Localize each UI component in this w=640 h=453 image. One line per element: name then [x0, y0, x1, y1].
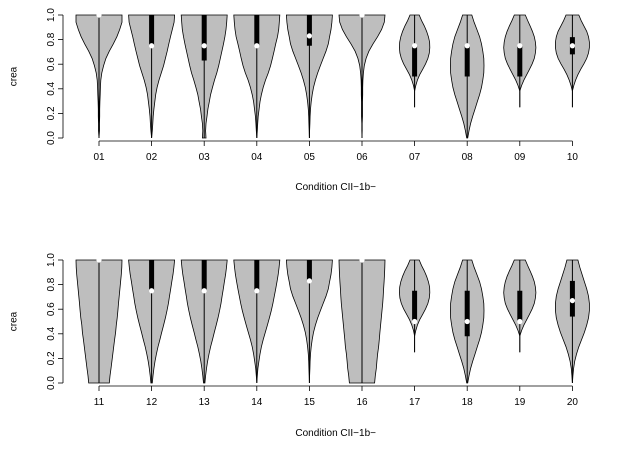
violin-median-dot [359, 257, 365, 263]
x-tick-label: 17 [409, 397, 421, 408]
violin-iqr-box [517, 45, 523, 77]
violin-iqr-box [464, 290, 470, 337]
y-tick-label: 0.0 [46, 376, 57, 390]
violin-median-dot [412, 318, 418, 325]
x-tick-label: 01 [93, 152, 105, 163]
violin-median-dot [201, 43, 207, 49]
violin-median-dot [412, 43, 418, 49]
violin-iqr-box [201, 15, 207, 61]
x-tick-label: 05 [304, 152, 316, 163]
y-tick-label: 0.6 [46, 302, 57, 316]
violin-median-dot [149, 288, 155, 294]
violin-median-dot [569, 297, 576, 304]
violin-median-dot [569, 43, 576, 49]
violin-iqr-box [412, 45, 418, 77]
x-tick-label: 08 [462, 152, 474, 163]
y-tick-label: 0.2 [46, 106, 57, 120]
y-tick-label: 0.8 [46, 277, 57, 291]
x-tick-label: 18 [462, 397, 474, 408]
y-tick-label: 1.0 [46, 8, 57, 22]
x-tick-label: 12 [146, 397, 158, 408]
x-tick-label: 15 [304, 397, 316, 408]
violin-iqr-box [201, 260, 207, 291]
x-tick-label: 03 [199, 152, 211, 163]
y-tick-label: 0.4 [46, 81, 57, 95]
x-tick-label: 10 [567, 152, 579, 163]
y-tick-label: 0.2 [46, 351, 57, 365]
x-tick-label: 11 [94, 397, 105, 408]
violin-median-dot [464, 318, 470, 325]
violin-median-dot [201, 288, 207, 294]
violin-median-dot [517, 43, 523, 49]
violin-median-dot [517, 318, 523, 325]
violin-iqr-box [254, 260, 260, 291]
x-tick-label: 07 [409, 152, 421, 163]
violin-median-dot [254, 288, 260, 294]
violin-iqr-box [412, 290, 418, 322]
x-tick-label: 20 [567, 397, 579, 408]
violin-median-dot [254, 43, 260, 49]
y-tick-label: 1.0 [46, 253, 57, 267]
violin-median-dot [96, 257, 102, 263]
violin-median-dot [306, 278, 312, 284]
violin-iqr-box [149, 15, 155, 46]
x-tick-label: 02 [146, 152, 158, 163]
x-tick-label: 19 [514, 397, 526, 408]
violin-iqr-box [464, 45, 470, 77]
x-tick-label: 09 [514, 152, 526, 163]
violin-median-dot [96, 12, 102, 18]
violin-iqr-box [306, 260, 312, 281]
y-axis-title: crea [8, 311, 19, 331]
x-tick-label: 13 [199, 397, 211, 408]
y-axis-title: crea [8, 66, 19, 86]
y-tick-label: 0.0 [46, 131, 57, 145]
y-tick-label: 0.6 [46, 57, 57, 71]
x-tick-label: 06 [356, 152, 368, 163]
violin-iqr-box [306, 15, 312, 46]
x-tick-label: 04 [251, 152, 263, 163]
y-tick-label: 0.8 [46, 32, 57, 46]
violin-iqr-box [254, 15, 260, 46]
y-tick-label: 0.4 [46, 326, 57, 340]
x-axis-title: Condition CII−1b− [295, 182, 376, 193]
violin-iqr-box [149, 260, 155, 291]
violin-median-dot [359, 12, 365, 18]
violin-iqr-box [517, 290, 523, 322]
violin-median-dot [464, 43, 470, 49]
x-tick-label: 16 [356, 397, 368, 408]
x-tick-label: 14 [251, 397, 263, 408]
x-axis-title: Condition CII−1b− [295, 428, 376, 439]
violin-median-dot [306, 33, 312, 39]
violin-median-dot [149, 43, 155, 49]
